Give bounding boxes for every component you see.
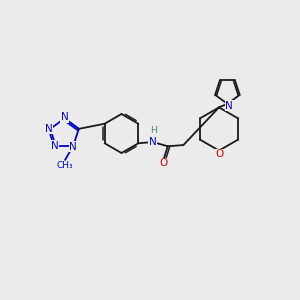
Text: CH₃: CH₃ [57, 161, 74, 170]
Text: O: O [215, 149, 223, 160]
Text: N: N [69, 142, 77, 152]
Text: N: N [225, 100, 233, 111]
Text: H: H [150, 127, 157, 136]
Text: N: N [149, 137, 157, 147]
Text: O: O [160, 158, 168, 168]
Text: N: N [61, 112, 68, 122]
Text: N: N [51, 141, 58, 151]
Text: N: N [45, 124, 53, 134]
